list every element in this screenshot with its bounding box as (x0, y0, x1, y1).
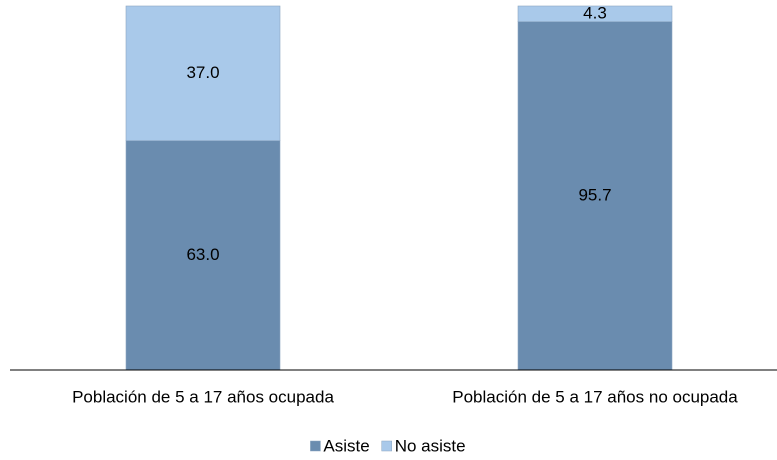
legend-label: No asiste (395, 436, 466, 455)
legend-label: Asiste (323, 436, 369, 455)
data-label: 95.7 (578, 185, 611, 204)
bar-segment (125, 140, 281, 371)
data-label: 4.3 (583, 3, 607, 22)
data-label: 63.0 (186, 245, 219, 264)
data-label: 37.0 (186, 63, 219, 82)
x-tick-label: Población de 5 a 17 años no ocupada (452, 387, 738, 406)
bar-segment (517, 5, 673, 22)
x-tick-label: Población de 5 a 17 años ocupada (72, 387, 334, 406)
legend-swatch (310, 440, 321, 452)
legend-swatch (381, 440, 392, 452)
bar-segment (125, 5, 281, 141)
